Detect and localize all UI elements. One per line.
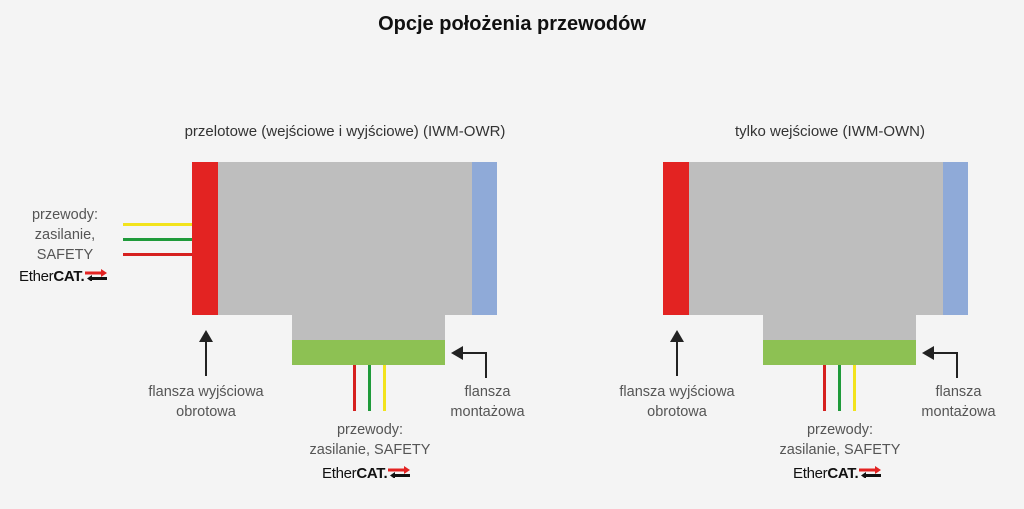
- diagram-subtitle: tylko wejściowe (IWM-OWN): [735, 123, 925, 140]
- ethercat-logo: EtherCAT.: [19, 268, 108, 285]
- wire-green: [123, 238, 192, 241]
- logo-text: Ether: [793, 465, 828, 482]
- mounting-flange: [292, 340, 445, 365]
- label-line: flansza: [464, 384, 511, 400]
- label-line: zasilanie, SAFETY: [779, 442, 901, 458]
- mounting-flange: [763, 340, 916, 365]
- logo-text: Ether: [322, 465, 357, 482]
- logo-text-bold: CAT.: [827, 465, 859, 482]
- label-line: obrotowa: [647, 404, 707, 420]
- back-cap: [472, 162, 497, 315]
- label-line: przewody:: [806, 422, 874, 438]
- diagram-subtitle: przelotowe (wejściowe i wyjściowe) (IWM-…: [184, 123, 506, 140]
- label-line: flansza: [935, 384, 982, 400]
- actuator-neck: [763, 315, 916, 340]
- logo-text-bold: CAT.: [53, 268, 85, 285]
- page-title: Opcje położenia przewodów: [378, 13, 646, 35]
- ethercat-arrows-icon: [85, 268, 108, 282]
- label-line: montażowa: [921, 404, 996, 420]
- label-line: flansza wyjściowa: [619, 384, 735, 400]
- back-cap: [943, 162, 968, 315]
- wire-green: [368, 365, 371, 411]
- logo-text-bold: CAT.: [356, 465, 388, 482]
- actuator-body: [218, 162, 472, 315]
- label-line: zasilanie, SAFETY: [309, 442, 431, 458]
- output-flange: [663, 162, 689, 315]
- label-line: przewody:: [31, 207, 99, 223]
- bottom-cables-label: przewody: zasilanie, SAFETY: [770, 420, 910, 460]
- wire-red: [823, 365, 826, 411]
- output-flange: [192, 162, 218, 315]
- ethercat-logo: EtherCAT.: [322, 465, 411, 482]
- actuator-body: [689, 162, 943, 315]
- ethercat-arrows-icon: [859, 465, 882, 479]
- ethercat-logo: EtherCAT.: [793, 465, 882, 482]
- label-line: montażowa: [450, 404, 525, 420]
- label-line: SAFETY: [36, 247, 94, 263]
- wire-yellow: [123, 223, 192, 226]
- output-flange-label: flansza wyjściowa obrotowa: [602, 382, 752, 422]
- wire-yellow: [383, 365, 386, 411]
- ethercat-arrows-icon: [388, 465, 411, 479]
- wire-green: [838, 365, 841, 411]
- actuator-neck: [292, 315, 445, 340]
- wire-yellow: [853, 365, 856, 411]
- mounting-flange-label: flansza montażowa: [911, 382, 1006, 422]
- logo-text: Ether: [19, 268, 54, 285]
- bottom-cables-label: przewody: zasilanie, SAFETY: [300, 420, 440, 460]
- mounting-flange-label: flansza montażowa: [440, 382, 535, 422]
- output-flange-label: flansza wyjściowa obrotowa: [131, 382, 281, 422]
- label-line: przewody:: [336, 422, 404, 438]
- wire-red: [123, 253, 192, 256]
- label-line: zasilanie,: [34, 227, 96, 243]
- wire-red: [353, 365, 356, 411]
- label-line: obrotowa: [176, 404, 236, 420]
- label-line: flansza wyjściowa: [148, 384, 264, 400]
- side-cables-label: przewody: zasilanie, SAFETY: [20, 205, 110, 265]
